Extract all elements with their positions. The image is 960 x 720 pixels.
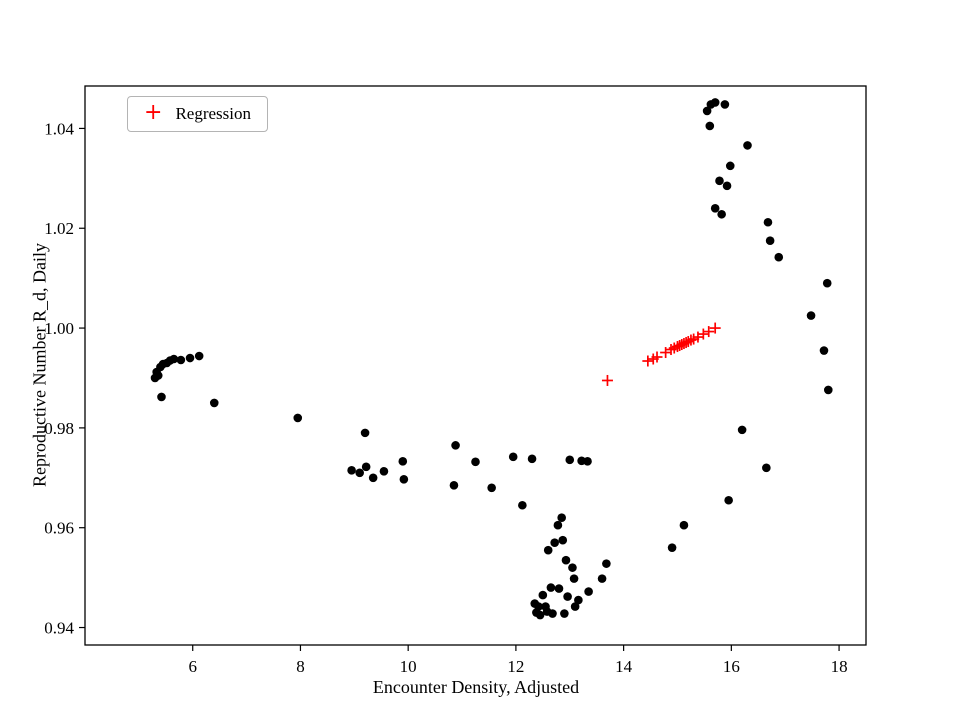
scatter-point <box>169 354 179 364</box>
x-axis-label: Encounter Density, Adjusted <box>372 677 580 697</box>
x-tick-label: 10 <box>400 657 417 676</box>
scatter-point <box>819 346 829 355</box>
scatter-point <box>543 545 553 555</box>
scatter-point <box>157 392 166 402</box>
scatter-point <box>153 371 163 380</box>
scatter-point <box>548 609 557 618</box>
scatter-point <box>534 602 543 611</box>
scatter-point <box>597 574 607 583</box>
scatter-point <box>553 520 563 530</box>
scatter-point <box>194 351 204 361</box>
x-tick-label: 14 <box>615 657 633 676</box>
scatter-point <box>667 543 677 552</box>
scatter-point <box>355 468 364 478</box>
scatter-point <box>518 500 527 510</box>
scatter-point <box>558 535 568 545</box>
scatter-point <box>720 100 730 109</box>
scatter-point <box>565 455 575 465</box>
x-tick-label: 8 <box>296 657 305 676</box>
y-tick-label: 0.96 <box>44 519 74 538</box>
scatter-point <box>398 457 408 466</box>
scatter-point <box>449 480 459 490</box>
x-tick-label: 16 <box>723 657 740 676</box>
scatter-point <box>822 278 832 288</box>
scatter-point <box>569 574 579 583</box>
y-tick-label: 1.04 <box>44 119 74 138</box>
scatter-point <box>550 538 559 547</box>
scatter-point <box>774 252 784 262</box>
scatter-point <box>561 555 571 565</box>
scatter-point <box>527 454 537 464</box>
scatter-point <box>763 217 773 227</box>
scatter-point <box>724 495 733 505</box>
x-tick-label: 6 <box>188 657 197 676</box>
scatter-point <box>508 452 518 462</box>
scatter-point <box>710 98 720 107</box>
scatter-point <box>361 462 371 472</box>
scatter-point <box>546 583 556 592</box>
scatter-point <box>765 236 775 246</box>
scatter-point <box>560 609 569 618</box>
x-tick-label: 18 <box>831 657 848 676</box>
plus-icon: + <box>144 100 163 125</box>
scatter-point <box>360 428 370 438</box>
scatter-point <box>568 563 577 572</box>
scatter-point <box>737 425 747 435</box>
scatter-point <box>762 463 771 473</box>
y-axis-label: Reproductive Number R_d, Daily <box>29 243 50 487</box>
scatter-point <box>554 584 564 593</box>
scatter-point <box>176 355 186 365</box>
scatter-point <box>185 353 195 363</box>
scatter-point <box>563 592 572 601</box>
scatter-point <box>679 520 689 530</box>
scatter-point <box>806 311 816 320</box>
scatter-point <box>557 513 566 523</box>
scatter-point <box>823 385 833 395</box>
plot-border <box>84 85 867 646</box>
legend-label: Regression <box>175 104 251 123</box>
scatter-point <box>574 595 583 605</box>
y-tick-label: 0.94 <box>44 619 74 638</box>
legend: + Regression <box>127 96 268 132</box>
scatter-point <box>717 209 726 219</box>
scatter-point <box>451 441 460 450</box>
scatter-point <box>538 590 548 600</box>
scatter-point <box>570 602 580 611</box>
scatter-point <box>379 467 389 476</box>
scatter-point <box>584 587 593 596</box>
scatter-point <box>710 203 720 213</box>
scatter-point <box>702 106 712 116</box>
scatter-point <box>399 474 409 484</box>
scatter-point <box>471 457 480 467</box>
scatter-point <box>705 121 715 131</box>
scatter-point <box>725 161 735 171</box>
scatter-point <box>743 141 752 150</box>
scatter-point <box>347 466 356 475</box>
scatter-point <box>583 457 592 466</box>
scatter-point <box>209 398 219 408</box>
y-tick-label: 1.02 <box>44 219 74 238</box>
y-tick-label: 0.98 <box>44 419 74 438</box>
scatter-point <box>602 559 611 568</box>
scatter-point <box>368 473 378 483</box>
scatter-point <box>293 413 303 423</box>
scatter-point <box>722 181 732 191</box>
scatter-point <box>535 610 545 620</box>
y-tick-label: 1.00 <box>44 319 74 338</box>
scatter-point <box>487 483 496 493</box>
x-tick-label: 12 <box>507 657 524 676</box>
scatter-point <box>715 176 724 186</box>
